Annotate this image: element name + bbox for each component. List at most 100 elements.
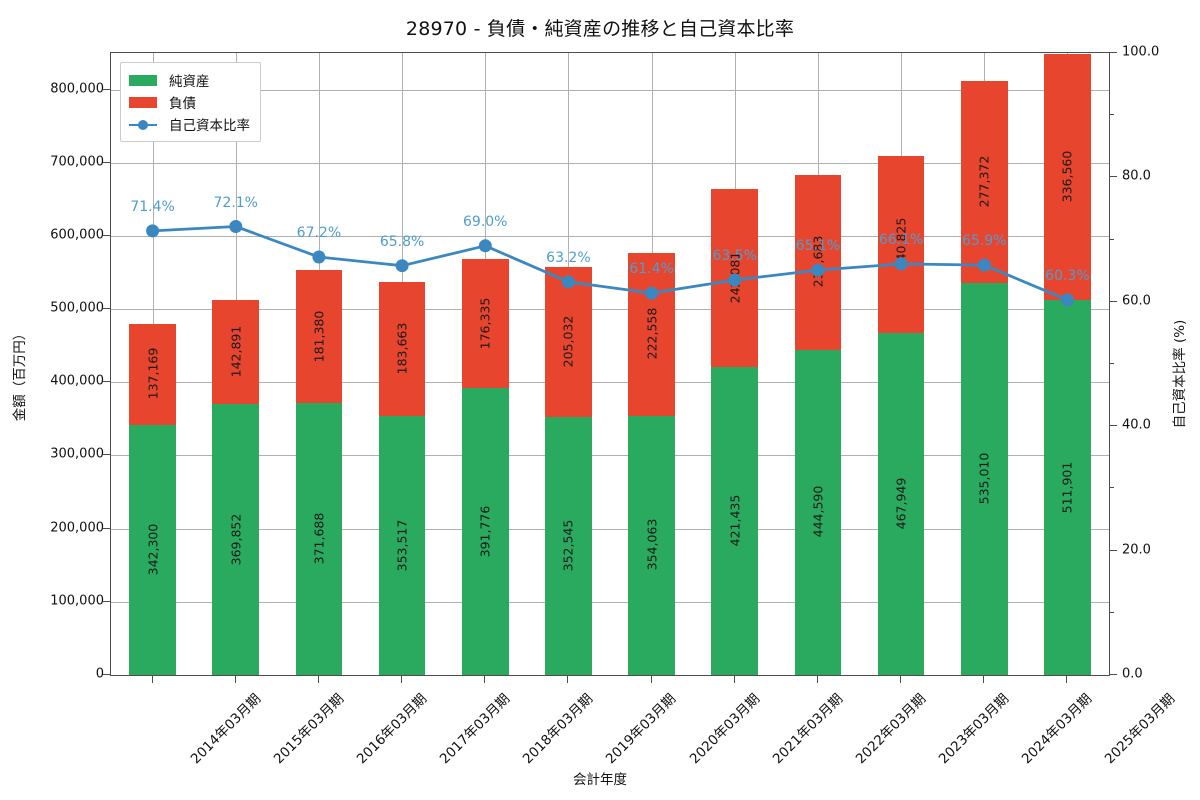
x-tick-mark (567, 676, 569, 683)
x-tick-label: 2021年03月期 (769, 690, 846, 768)
y-tick-label-right: 100.0 (1122, 44, 1160, 60)
ratio-value-label: 63.5% (712, 248, 757, 265)
bar-value-label-equity: 342,300 (145, 523, 161, 576)
x-tick-label: 2025年03月期 (1102, 690, 1179, 768)
y-axis-label-right: 自己資本比率 (%) (1172, 319, 1188, 429)
x-tick-label: 2022年03月期 (852, 690, 930, 768)
bar-value-label-liabilities: 336,560 (1059, 150, 1075, 203)
bar-segment-equity[interactable] (960, 283, 1008, 675)
x-tick-label: 2019年03月期 (603, 690, 680, 768)
y-tick-label-left: 600,000 (50, 227, 104, 243)
bar-value-label-liabilities: 176,335 (477, 297, 493, 350)
x-tick-label: 2016年03月期 (353, 690, 431, 768)
bar-segment-equity[interactable] (628, 415, 675, 675)
bar-segment-equity[interactable] (378, 416, 426, 675)
bar-value-label-liabilities: 238,683 (810, 235, 826, 288)
ratio-value-label: 71.4% (130, 198, 175, 215)
x-tick-mark (151, 676, 153, 683)
bar-segment-liabilities[interactable] (212, 299, 260, 405)
y-tick-mark-left (103, 674, 110, 675)
y-tick-label-left: 700,000 (50, 154, 104, 170)
bar-segment-liabilities[interactable] (129, 324, 176, 425)
x-tick-label: 2018年03月期 (520, 690, 597, 768)
legend-label-equity-ratio: 自己資本比率 (169, 118, 250, 134)
x-tick-label: 2024年03月期 (1019, 690, 1096, 768)
legend-label-equity: 純資産 (169, 74, 210, 90)
legend-item-equity-ratio: 自己資本比率 (129, 113, 250, 135)
bar-value-label-equity: 352,545 (560, 519, 576, 572)
bar-value-label-liabilities: 137,169 (145, 347, 161, 400)
x-tick-label: 2020年03月期 (686, 690, 763, 768)
ratio-value-label: 67.2% (296, 225, 342, 242)
chart-title: 28970 - 負債・純資産の推移と自己資本比率 (405, 18, 795, 40)
y-tick-mark-right-minor (1110, 363, 1114, 364)
y-tick-mark-right (1110, 176, 1117, 178)
y-tick-mark-left (103, 527, 110, 529)
ratio-value-label: 65.1% (795, 238, 841, 255)
y-tick-mark-left (103, 234, 110, 236)
bar-segment-equity[interactable] (1044, 300, 1091, 675)
ratio-markers (146, 220, 1074, 307)
y-tick-label-left: 500,000 (50, 300, 104, 316)
bar-segment-equity[interactable] (461, 388, 509, 675)
bar-value-label-equity: 369,852 (228, 513, 244, 566)
bar-segment-equity[interactable] (794, 349, 842, 675)
legend-swatch-liabilities (129, 96, 157, 108)
x-tick-mark (900, 676, 902, 683)
bar-segment-equity[interactable] (129, 424, 176, 675)
x-tick-mark (816, 676, 818, 683)
bar-segment-equity[interactable] (295, 403, 343, 675)
y-tick-mark-left (103, 600, 110, 602)
x-tick-mark (401, 676, 403, 683)
x-tick-mark (983, 676, 985, 683)
y-tick-label-right: 0.0 (1122, 666, 1143, 682)
gridline-horizontal (111, 528, 1109, 530)
y-tick-label-left: 800,000 (50, 81, 104, 97)
legend-line-equity-ratio (129, 119, 157, 130)
x-tick-mark (1066, 676, 1068, 683)
x-axis-label: 会計年度 (573, 772, 627, 788)
bar-value-label-liabilities: 277,372 (976, 155, 992, 208)
ratio-value-label: 72.1% (213, 194, 258, 211)
bar-value-label-equity: 391,776 (477, 505, 493, 557)
ratio-value-label: 65.9% (962, 233, 1007, 250)
y-tick-mark-right (1110, 425, 1117, 427)
bar-value-label-liabilities: 222,558 (644, 308, 660, 360)
gridline-horizontal (111, 162, 1109, 164)
x-tick-mark (650, 676, 652, 683)
bar-value-label-equity: 511,901 (1059, 461, 1075, 514)
y-tick-label-left: 300,000 (50, 446, 104, 462)
x-tick-mark (317, 676, 319, 683)
bar-segment-liabilities[interactable] (378, 281, 426, 417)
bar-value-label-equity: 467,949 (893, 477, 909, 530)
y-tick-mark-left (103, 161, 110, 163)
y-tick-mark-right-minor (1110, 114, 1114, 116)
y-tick-label-right: 60.0 (1122, 293, 1151, 309)
bar-value-label-equity: 535,010 (976, 452, 992, 505)
x-tick-mark (733, 676, 735, 683)
y-tick-mark-left (103, 88, 110, 90)
ratio-value-label: 60.3% (1045, 267, 1090, 284)
y-tick-mark-right (1110, 549, 1117, 551)
y-tick-mark-left (103, 308, 110, 310)
bar-segment-equity[interactable] (877, 332, 925, 675)
bar-segment-equity[interactable] (711, 366, 759, 675)
plot-area: 342,300 137,169 369,852 142,891 371,688 181,3… (110, 52, 1110, 676)
bar-segment-equity[interactable] (545, 417, 592, 675)
y-tick-mark-right (1110, 300, 1117, 302)
x-tick-label: 2014年03月期 (187, 690, 264, 768)
ratio-value-label: 69.0% (463, 213, 508, 230)
x-tick-label: 2023年03月期 (935, 690, 1013, 768)
bar-value-label-equity: 354,063 (644, 519, 660, 571)
bar-value-label-equity: 444,590 (810, 485, 826, 538)
y-tick-mark-left (103, 454, 110, 456)
ratio-value-label: 61.4% (629, 261, 674, 278)
y-tick-label-left: 400,000 (50, 373, 104, 389)
bar-segment-equity[interactable] (212, 404, 260, 675)
legend-swatch-equity (129, 74, 157, 86)
x-tick-mark (234, 676, 236, 683)
ratio-value-label: 66.1% (878, 231, 924, 248)
y-tick-mark-right (1110, 52, 1117, 53)
bar-value-label-liabilities: 205,032 (560, 315, 576, 368)
